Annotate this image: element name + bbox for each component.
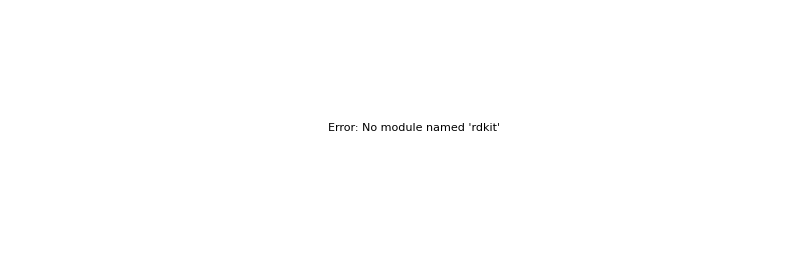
Text: Error: No module named 'rdkit': Error: No module named 'rdkit' [328, 123, 500, 133]
